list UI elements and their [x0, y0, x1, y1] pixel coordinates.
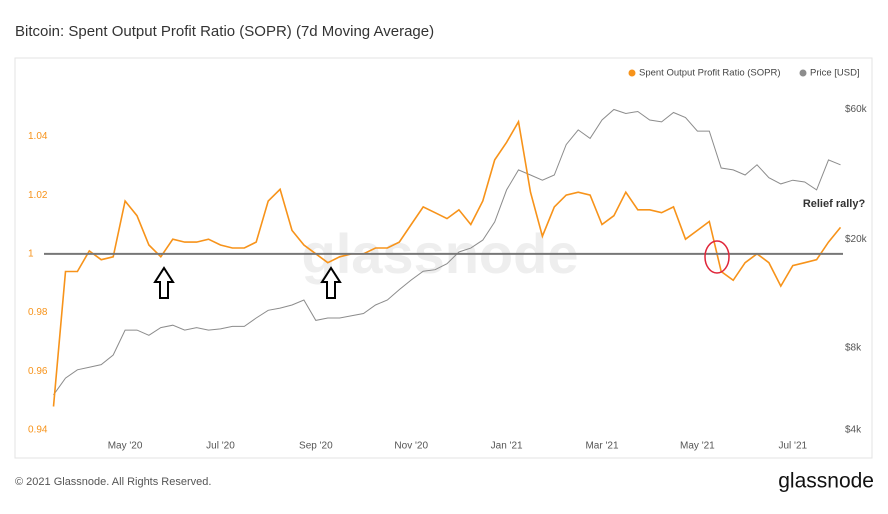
x-tick-label: May '21 — [680, 441, 715, 452]
series-line — [52, 119, 842, 407]
y-tick-label: 0.98 — [28, 307, 48, 318]
plot-area: 0.94 0.96 0.98 1 1.02 1.04 $4k $8k $20k $60k May '… — [28, 104, 868, 452]
series-line — [53, 108, 841, 396]
legend-marker — [628, 69, 636, 77]
x-tick-label: Mar '21 — [585, 441, 618, 452]
x-tick-label: Jul '20 — [206, 441, 235, 452]
legend-marker — [799, 69, 807, 77]
highlight-circle — [704, 240, 730, 274]
y-tick-label: 1.02 — [28, 190, 48, 201]
logo: glassnode — [778, 470, 874, 493]
annotation: Relief rally? — [803, 198, 866, 210]
footer: © 2021 Glassnode. All Rights Reserved. — [15, 476, 211, 488]
y2-tick-label: $60k — [845, 104, 868, 115]
y2-tick-label: $4k — [845, 425, 862, 436]
x-tick-label: May '20 — [108, 441, 143, 452]
x-tick-label: Sep '20 — [299, 441, 333, 452]
x-tick-label: Jan '21 — [491, 441, 523, 452]
arrow — [153, 266, 175, 299]
y2-tick-label: $20k — [845, 234, 868, 245]
y-tick-label: 0.94 — [28, 425, 48, 436]
y-tick-label: 0.96 — [28, 366, 48, 377]
y-tick-label: 1.04 — [28, 131, 48, 142]
legend-label: Price [USD] — [810, 68, 860, 79]
legend-label: Spent Output Profit Ratio (SOPR) — [639, 68, 781, 79]
arrow — [320, 266, 342, 299]
x-tick-label: Nov '20 — [394, 441, 428, 452]
chart-frame — [14, 57, 873, 459]
chart-title: Bitcoin: Spent Output Profit Ratio (SOPR… — [15, 23, 434, 40]
y-tick-label: 1 — [28, 248, 34, 259]
y2-tick-label: $8k — [845, 343, 862, 354]
x-tick-label: Jul '21 — [778, 441, 807, 452]
